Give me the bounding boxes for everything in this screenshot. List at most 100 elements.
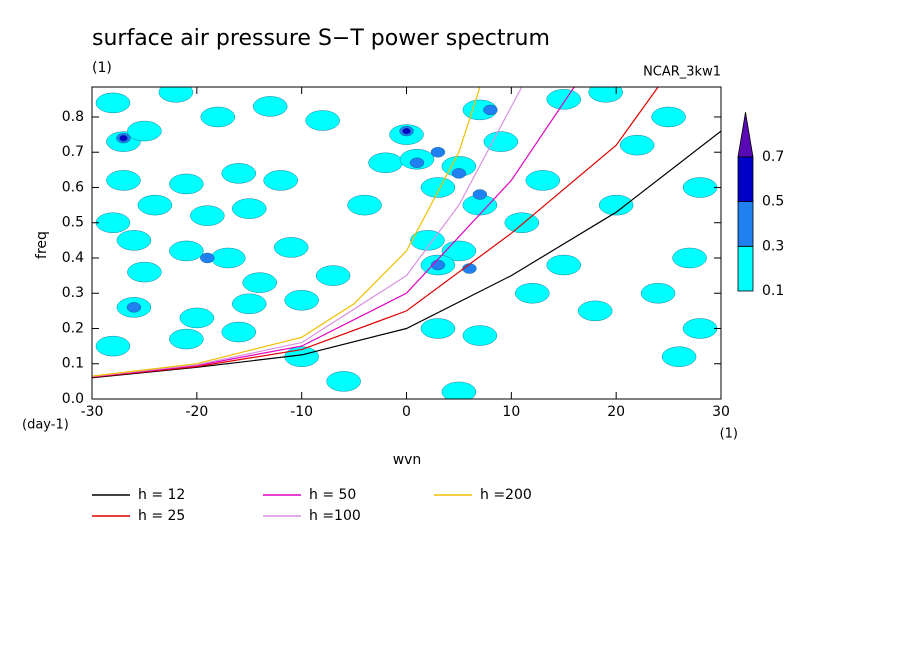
x-tick-label: 0 xyxy=(402,404,411,420)
contour-cell xyxy=(682,177,718,198)
contour-cell xyxy=(169,173,204,195)
contour-cell xyxy=(368,152,403,173)
y-tick-label: 0.5 xyxy=(62,215,84,231)
y-tick-label: 0.8 xyxy=(62,109,84,125)
contour-cell xyxy=(158,87,194,103)
y-tick-label: 0.1 xyxy=(62,356,84,372)
contour-cell xyxy=(525,170,560,191)
contour-cell xyxy=(200,106,236,128)
contour-cell xyxy=(211,247,246,269)
annotation: NCAR_3kw1 xyxy=(643,65,721,80)
x-tick-label: 20 xyxy=(607,404,625,420)
contour-cell xyxy=(546,89,581,110)
colorbar-segment xyxy=(737,245,754,292)
contour-cell xyxy=(253,96,288,117)
contour-cell xyxy=(127,120,162,142)
contour-cell xyxy=(546,254,581,276)
colorbar-label: 0.7 xyxy=(762,149,784,165)
contour-cell xyxy=(402,127,411,135)
contour-cell xyxy=(441,381,477,399)
y-tick-label: 0.7 xyxy=(62,144,84,160)
contour-cell xyxy=(420,318,456,339)
curve xyxy=(92,130,721,379)
contour-cell xyxy=(598,194,634,216)
legend-label: h = 25 xyxy=(138,508,185,524)
contour-cell xyxy=(483,131,519,152)
chart-subtitle: (1) xyxy=(92,60,112,76)
contour-cell xyxy=(232,198,267,219)
contour-cell xyxy=(483,104,498,116)
contour-cell xyxy=(95,335,131,357)
legend-label: h = 12 xyxy=(138,487,185,503)
contour-cell xyxy=(221,163,256,184)
contour-cell xyxy=(588,87,623,103)
curve xyxy=(92,87,523,377)
x-tick-label: -30 xyxy=(81,404,104,420)
contour-cell xyxy=(106,170,141,191)
contour-layer xyxy=(95,87,718,399)
curve xyxy=(92,87,575,378)
contour-cell xyxy=(661,346,697,367)
contour-cell xyxy=(326,371,361,392)
colorbar-segment xyxy=(737,201,754,247)
curve xyxy=(92,87,481,377)
contour-cell xyxy=(190,205,225,226)
contour-cell xyxy=(169,328,204,350)
contour-cell xyxy=(232,293,267,315)
contour-cell xyxy=(169,240,204,262)
colorbar-label: 0.3 xyxy=(762,238,784,254)
curve-layer xyxy=(92,87,721,379)
colorbar-segment xyxy=(737,156,754,202)
contour-cell xyxy=(179,307,215,329)
legend-label: h =200 xyxy=(480,487,532,503)
contour-cell xyxy=(682,318,718,339)
contour-cell xyxy=(504,212,540,233)
contour-cell xyxy=(462,325,498,346)
x-tick-label: 30 xyxy=(712,404,730,420)
y-tick-label: 0.0 xyxy=(62,391,84,407)
legend-label: h = 50 xyxy=(309,487,356,503)
contour-cell xyxy=(619,134,655,156)
x-tick-label: 10 xyxy=(502,404,520,420)
contour-cell xyxy=(221,321,256,343)
contour-cell xyxy=(451,168,467,179)
contour-cell xyxy=(126,302,142,313)
contour-cell xyxy=(651,106,686,128)
curve xyxy=(92,87,659,378)
x-tick-label: -10 xyxy=(290,404,313,420)
y-tick-label: 0.3 xyxy=(62,285,84,301)
contour-cell xyxy=(95,92,131,114)
contour-cell xyxy=(284,290,319,311)
contour-cell xyxy=(116,230,152,251)
legend-label: h =100 xyxy=(309,508,361,524)
y-tick-label: 0.4 xyxy=(62,250,84,266)
contour-cell xyxy=(347,194,382,216)
x-axis-label: wvn xyxy=(393,452,422,468)
contour-cell xyxy=(127,261,162,283)
colorbar-label: 0.1 xyxy=(762,283,784,299)
contour-cell xyxy=(430,147,446,158)
contour-cell xyxy=(119,134,128,142)
contour-cell xyxy=(315,265,351,286)
y-tick-label: 0.6 xyxy=(62,179,84,195)
contour-cell xyxy=(242,272,277,293)
contour-cell xyxy=(137,194,173,216)
y-axis-unit: (day-1) xyxy=(22,418,69,433)
contour-cell xyxy=(420,177,456,198)
contour-cell xyxy=(305,110,340,131)
contour-cell xyxy=(578,300,613,322)
contour-cell xyxy=(409,157,425,168)
colorbar-triangle xyxy=(737,112,754,158)
x-axis-unit: (1) xyxy=(720,427,738,442)
contour-cell xyxy=(273,237,309,258)
contour-cell xyxy=(263,170,298,191)
contour-cell xyxy=(472,189,488,200)
colorbar-label: 0.5 xyxy=(762,194,784,210)
contour-cell xyxy=(95,212,131,233)
contour-cell xyxy=(640,283,676,304)
contour-cell xyxy=(200,252,215,264)
y-axis-label: freq xyxy=(34,231,50,259)
contour-cell xyxy=(672,247,707,269)
x-tick-label: -20 xyxy=(185,404,208,420)
